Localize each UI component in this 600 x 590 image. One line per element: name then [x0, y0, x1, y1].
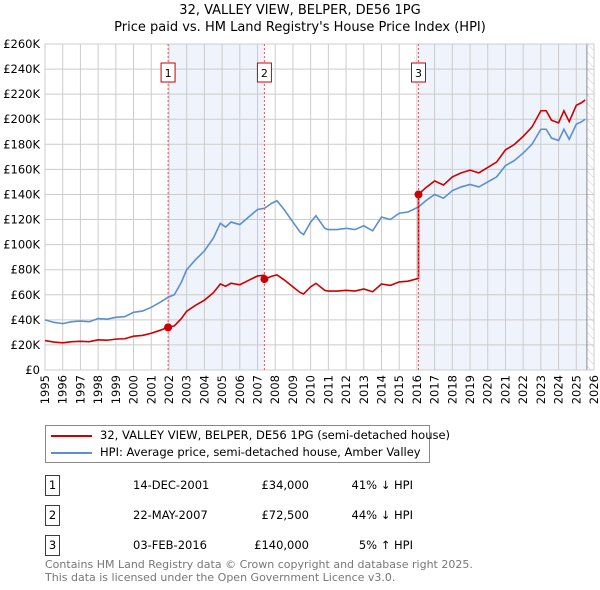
sale-hpi-diff: 41% ↓ HPI: [351, 478, 413, 492]
x-tick-label: 2019: [463, 375, 477, 404]
footer: Contains HM Land Registry data © Crown c…: [45, 558, 473, 584]
sale-price: £140,000: [254, 538, 309, 552]
legend-property-swatch: [51, 435, 92, 437]
x-tick-label: 2023: [534, 375, 548, 404]
x-tick-label: 2026: [587, 375, 600, 404]
sale-number: 3: [45, 535, 60, 556]
y-tick-label: £20K: [11, 338, 41, 352]
x-tick-label: 1997: [73, 375, 87, 404]
legend-hpi-swatch: [51, 452, 92, 454]
sale-hpi-diff: 44% ↓ HPI: [351, 508, 413, 522]
y-tick-label: £100K: [3, 238, 40, 252]
x-tick-label: 2017: [428, 375, 442, 404]
sale-point: [414, 190, 423, 199]
sale-hpi-diff: 5% ↑ HPI: [358, 538, 413, 552]
forecast-hatch: [586, 44, 594, 370]
sale-date: 14-DEC-2001: [133, 478, 210, 492]
sale-number: 2: [45, 505, 60, 526]
x-tick-label: 2005: [215, 375, 229, 404]
x-tick-label: 2018: [445, 375, 459, 404]
sale-marker-box: [410, 62, 426, 83]
x-tick-label: 2006: [233, 375, 247, 404]
sale-date: 22-MAY-2007: [133, 508, 208, 522]
x-tick-label: 2001: [144, 375, 158, 404]
hpi-line: [44, 118, 586, 325]
chart-subtitle: Price paid vs. HM Land Registry's House …: [114, 20, 486, 35]
sale-marker-box: [160, 62, 176, 83]
sale-price: £34,000: [261, 478, 309, 492]
plot-border: [44, 43, 595, 371]
x-tick-label: 2000: [127, 375, 141, 404]
x-tick-label: 2015: [392, 375, 406, 404]
x-tick-label: 2013: [357, 375, 371, 404]
legend-hpi-label: HPI: Average price, semi-detached house,…: [100, 445, 421, 459]
ownership-shade: [418, 44, 587, 370]
x-tick-label: 2003: [180, 375, 194, 404]
x-tick-label: 2012: [339, 375, 353, 404]
footer-copyright: Contains HM Land Registry data © Crown c…: [45, 558, 473, 571]
y-tick-label: £140K: [3, 187, 40, 201]
y-tick-label: £180K: [3, 137, 40, 151]
chart-title: 32, VALLEY VIEW, BELPER, DE56 1PG: [179, 3, 421, 18]
sale-date: 03-FEB-2016: [133, 538, 207, 552]
x-tick-label: 2025: [569, 375, 583, 404]
legend-property-label: 32, VALLEY VIEW, BELPER, DE56 1PG (semi-…: [100, 428, 451, 442]
sale-point: [260, 275, 269, 284]
y-tick-label: £160K: [3, 162, 40, 176]
y-tick-label: £220K: [3, 87, 40, 101]
x-tick-label: 2004: [197, 375, 211, 404]
x-tick-label: 1999: [109, 375, 123, 404]
x-tick-label: 1995: [38, 375, 52, 404]
sale-marker-box: [256, 62, 272, 83]
x-tick-label: 2008: [268, 375, 282, 404]
y-tick-label: £200K: [3, 112, 40, 126]
y-tick-label: £80K: [11, 263, 41, 277]
x-tick-label: 2007: [251, 375, 265, 404]
x-tick-label: 1996: [56, 375, 70, 404]
sale-row: 2 22-MAY-2007 £72,500 44% ↓ HPI: [45, 505, 445, 526]
x-tick-label: 2009: [286, 375, 300, 404]
x-tick-label: 2011: [321, 375, 335, 404]
x-tick-label: 2016: [410, 375, 424, 404]
x-tick-label: 2002: [162, 375, 176, 404]
x-tick-label: 2022: [516, 375, 530, 404]
y-tick-label: £260K: [3, 37, 40, 51]
y-tick-label: £40K: [11, 313, 41, 327]
sale-marker-label: 3: [415, 67, 422, 80]
x-tick-label: 2010: [304, 375, 318, 404]
sale-row: 3 03-FEB-2016 £140,000 5% ↑ HPI: [45, 535, 445, 556]
x-tick-label: 2021: [498, 375, 512, 404]
sale-price: £72,500: [261, 508, 309, 522]
x-tick-label: 2014: [374, 375, 388, 404]
price-chart: 1995 1996 1997 1998 1999 2000 2001 2002 2003 2004…: [3, 37, 600, 404]
sale-number: 1: [45, 475, 60, 496]
y-tick-label: £120K: [3, 213, 40, 227]
x-tick-label: 1998: [91, 375, 105, 404]
y-tick-label: £0: [25, 363, 40, 377]
sale-marker-label: 1: [165, 67, 172, 80]
legend: 32, VALLEY VIEW, BELPER, DE56 1PG (semi-…: [45, 425, 450, 463]
sale-marker-label: 2: [261, 67, 268, 80]
x-tick-label: 2020: [481, 375, 495, 404]
property-line: [44, 99, 586, 344]
ownership-shade: [168, 44, 265, 370]
y-tick-label: £60K: [11, 288, 41, 302]
footer-licence: This data is licensed under the Open Gov…: [45, 571, 396, 584]
y-tick-label: £240K: [3, 62, 40, 76]
sale-point: [164, 323, 173, 332]
x-tick-label: 2024: [552, 375, 566, 404]
sale-row: 1 14-DEC-2001 £34,000 41% ↓ HPI: [45, 475, 445, 496]
